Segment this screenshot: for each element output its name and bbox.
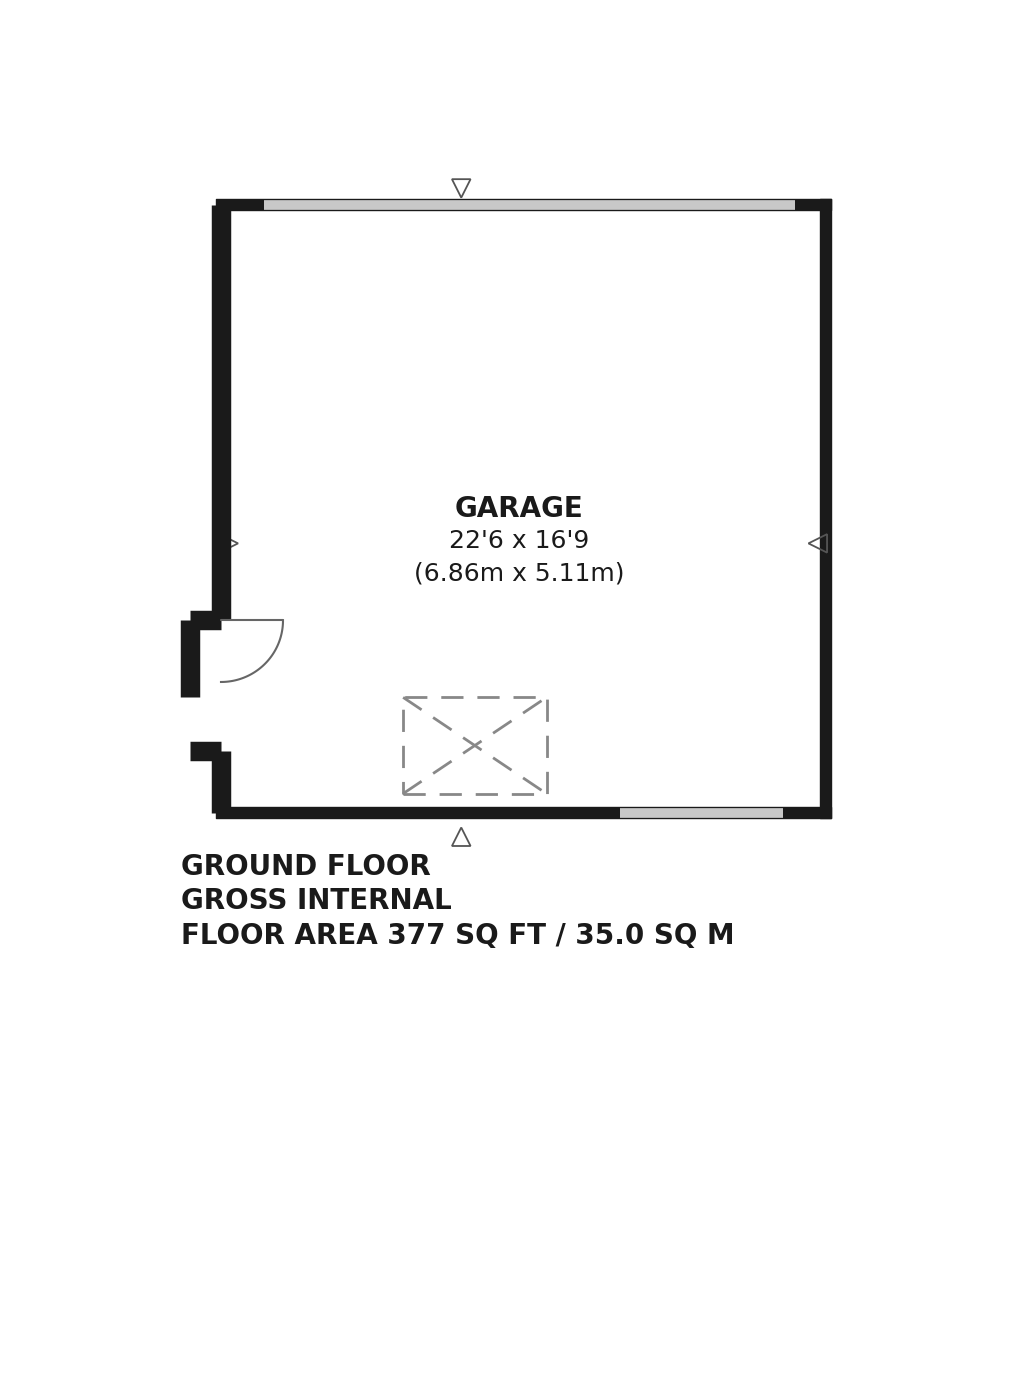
- Text: GARAGE: GARAGE: [455, 494, 584, 523]
- Text: FLOOR AREA 377 SQ FT / 35.0 SQ M: FLOOR AREA 377 SQ FT / 35.0 SQ M: [180, 922, 734, 949]
- Text: (6.86m x 5.11m): (6.86m x 5.11m): [414, 562, 625, 585]
- Text: 22'6 x 16'9: 22'6 x 16'9: [450, 529, 590, 554]
- Bar: [403, 698, 547, 793]
- Text: GROSS INTERNAL: GROSS INTERNAL: [180, 887, 452, 915]
- Text: GROUND FLOOR: GROUND FLOOR: [180, 853, 430, 880]
